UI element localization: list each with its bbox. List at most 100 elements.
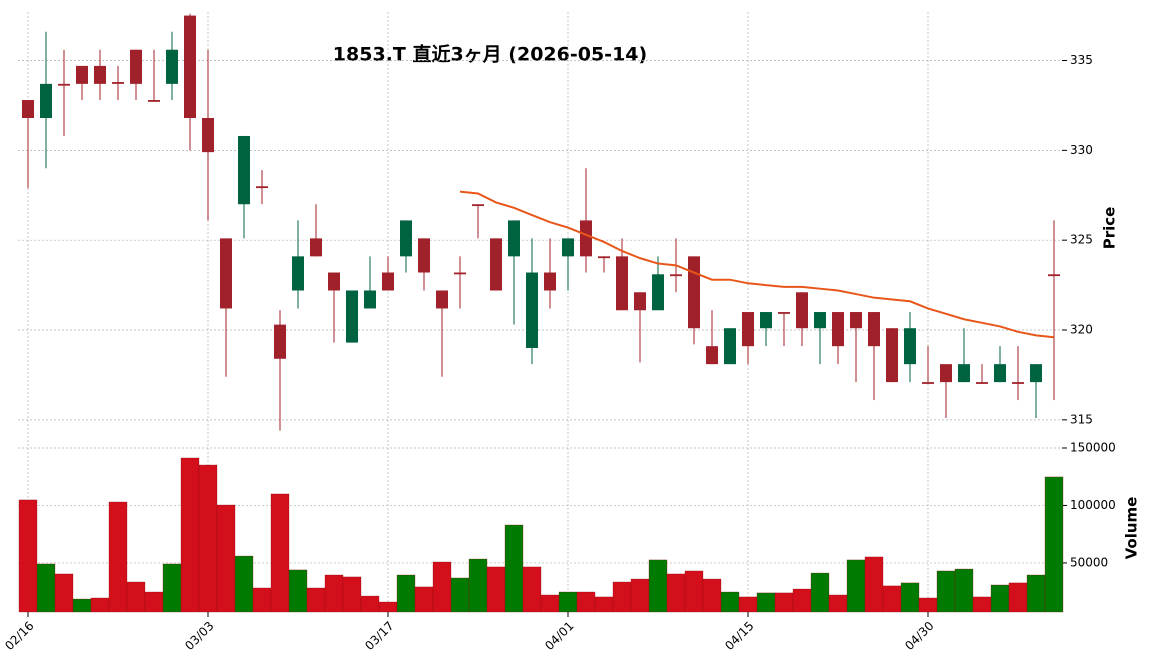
volume-bar bbox=[792, 588, 812, 613]
volume-bar bbox=[396, 574, 416, 613]
candle-body bbox=[328, 272, 340, 291]
volume-bar bbox=[1026, 574, 1046, 613]
volume-axis-label: Volume bbox=[1123, 497, 1141, 560]
y-axis-label: Price bbox=[1101, 207, 1119, 250]
candle-body bbox=[544, 272, 556, 291]
candle-body bbox=[904, 328, 916, 365]
volume-bar bbox=[828, 594, 848, 613]
x-tick-label: 04/30 bbox=[902, 619, 936, 653]
candle-body bbox=[670, 274, 682, 277]
candle-body bbox=[778, 312, 790, 314]
volume-bar bbox=[72, 598, 92, 613]
candle-body bbox=[418, 238, 430, 273]
candle-body bbox=[220, 238, 232, 309]
volume-bar bbox=[324, 574, 344, 613]
y-tick-label: 325 bbox=[1070, 233, 1093, 247]
x-tick-label: 02/16 bbox=[2, 619, 36, 653]
y-tick-label: 335 bbox=[1070, 53, 1093, 67]
volume-bar bbox=[612, 581, 632, 613]
volume-bar bbox=[1008, 582, 1028, 613]
volume-bar bbox=[414, 586, 434, 613]
volume-bar bbox=[144, 591, 164, 613]
x-tick-label: 04/15 bbox=[722, 619, 756, 653]
candle-body bbox=[256, 186, 268, 189]
volume-bar bbox=[288, 569, 308, 613]
volume-bar bbox=[450, 577, 470, 613]
candle-body bbox=[922, 382, 934, 384]
x-tick-label: 04/01 bbox=[542, 619, 576, 653]
volume-bar bbox=[360, 595, 380, 613]
moving-average-line bbox=[459, 190, 1055, 339]
candle-body bbox=[850, 312, 862, 329]
candle-body bbox=[886, 328, 898, 383]
volume-bar bbox=[18, 499, 38, 613]
volume-bar bbox=[882, 585, 902, 613]
candle-body bbox=[706, 346, 718, 365]
volume-bar bbox=[108, 501, 128, 613]
candle-body bbox=[238, 135, 250, 205]
volume-bar bbox=[522, 566, 542, 613]
candle-body bbox=[634, 292, 646, 311]
candle-body bbox=[148, 100, 160, 102]
volume-tick-label: 100000 bbox=[1070, 498, 1116, 512]
x-tick-label: 03/03 bbox=[182, 619, 216, 653]
candle-body bbox=[112, 82, 124, 84]
volume-bar bbox=[918, 597, 938, 613]
volume-bar bbox=[234, 555, 254, 613]
candle-body bbox=[40, 83, 52, 119]
candle-body bbox=[976, 382, 988, 384]
x-tick-label: 03/17 bbox=[362, 619, 396, 653]
candle-body bbox=[76, 65, 88, 84]
volume-bar bbox=[648, 559, 668, 613]
candle-body bbox=[346, 290, 358, 343]
candle-body bbox=[580, 220, 592, 257]
candle-body bbox=[742, 312, 754, 347]
candle-body bbox=[994, 364, 1006, 383]
candle-body bbox=[130, 49, 142, 84]
candle-body bbox=[58, 83, 70, 86]
candle-body bbox=[562, 238, 574, 257]
volume-bar bbox=[486, 566, 506, 613]
y-tick-label: 330 bbox=[1070, 143, 1093, 157]
volume-bar bbox=[90, 597, 110, 613]
chart-title: 1853.T 直近3ヶ月 (2026-05-14) bbox=[333, 43, 647, 66]
volume-bar bbox=[432, 561, 452, 613]
candle-body bbox=[1030, 364, 1042, 383]
volume-bar bbox=[306, 587, 326, 613]
candle-body bbox=[814, 312, 826, 329]
volume-bar bbox=[252, 587, 272, 613]
candle-body bbox=[1012, 382, 1024, 384]
volume-bar bbox=[576, 591, 596, 613]
volume-bar bbox=[468, 558, 488, 613]
volume-bar bbox=[1044, 476, 1064, 613]
volume-bar bbox=[630, 578, 650, 613]
candle-body bbox=[490, 238, 502, 291]
candle-body bbox=[166, 49, 178, 84]
volume-bar bbox=[270, 493, 290, 613]
volume-bar bbox=[864, 556, 884, 613]
candle-body bbox=[22, 100, 34, 119]
candle-body bbox=[760, 312, 772, 329]
candle-body bbox=[364, 290, 376, 309]
volume-bar bbox=[972, 596, 992, 613]
volume-bar bbox=[54, 573, 74, 613]
candle-body bbox=[940, 364, 952, 383]
volume-bar bbox=[540, 594, 560, 613]
candle-body bbox=[958, 364, 970, 383]
volume-bar bbox=[936, 570, 956, 613]
volume-bar bbox=[810, 572, 830, 613]
volume-bar bbox=[216, 504, 236, 613]
candle-body bbox=[652, 274, 664, 311]
volume-bar bbox=[990, 584, 1010, 613]
candle-body bbox=[400, 220, 412, 257]
candle-body bbox=[508, 220, 520, 257]
volume-bar bbox=[504, 524, 524, 613]
candle-body bbox=[382, 272, 394, 291]
volume-bar bbox=[756, 592, 776, 613]
volume-bar bbox=[378, 601, 398, 613]
volume-bar bbox=[198, 464, 218, 613]
volume-bar bbox=[162, 563, 182, 613]
volume-bar bbox=[846, 559, 866, 613]
volume-bar bbox=[954, 568, 974, 613]
